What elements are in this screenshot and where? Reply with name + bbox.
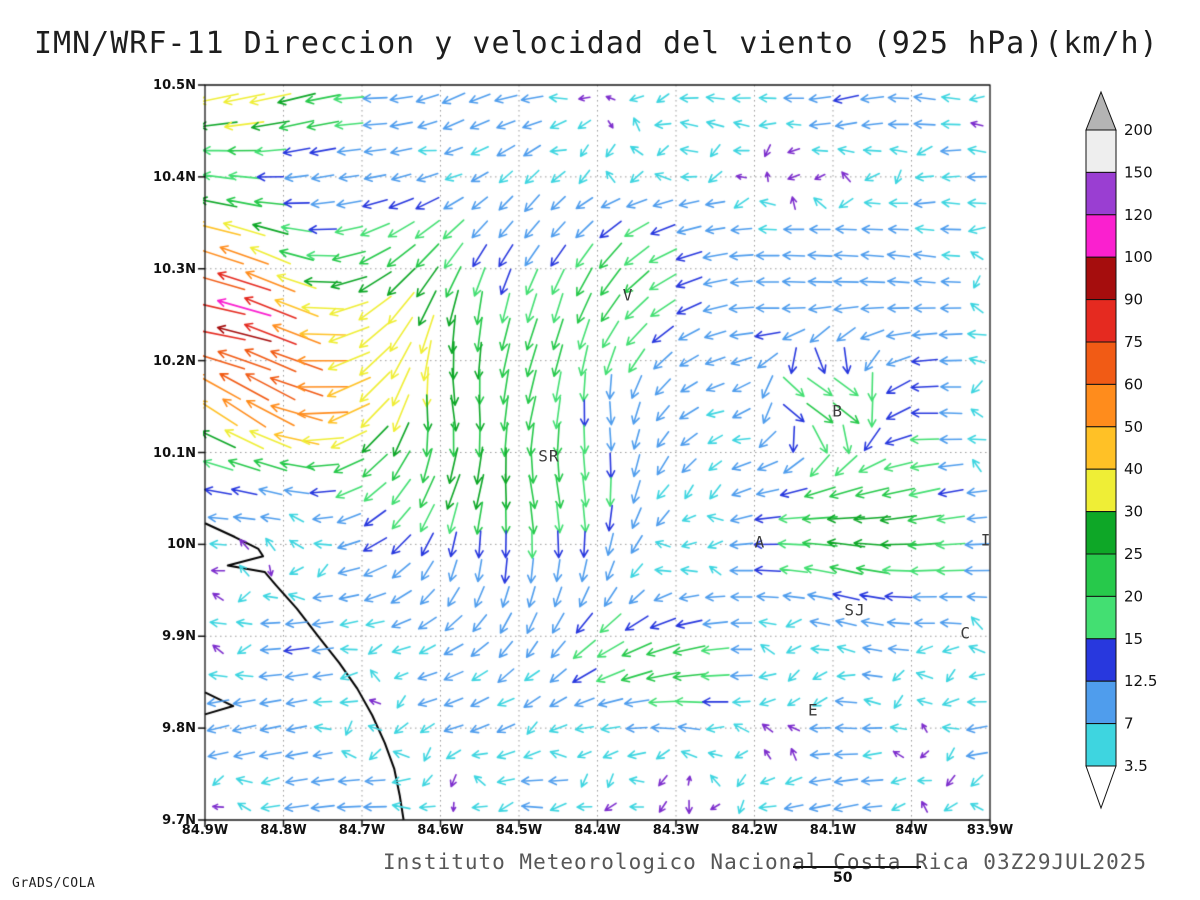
colorbar-label: 7 [1124, 715, 1134, 733]
lat-tick-label: 10.4N [153, 169, 196, 185]
colorbar-label: 30 [1124, 503, 1143, 521]
colorbar-label: 90 [1124, 291, 1143, 309]
colorbar-label: 25 [1124, 545, 1143, 563]
lat-tick-label: 9.7N [162, 813, 196, 828]
colorbar-label: 150 [1124, 163, 1153, 181]
station-label-a: A [754, 532, 766, 552]
reference-vector-line [793, 866, 921, 868]
colorbar-cap [1085, 90, 1117, 131]
colorbar-segment [1085, 383, 1117, 428]
lon-tick-label: 84.3W [652, 823, 700, 838]
station-label-b: B [832, 401, 844, 421]
chart-title: IMN/WRF-11 Direccion y velocidad del vie… [34, 26, 1159, 61]
lon-tick-label: 83.9W [966, 823, 1014, 838]
colorbar-segment [1085, 341, 1117, 385]
grads-credit: GrADS/COLA [12, 876, 96, 891]
colorbar-segment [1085, 426, 1117, 470]
station-label-i: I [980, 530, 992, 550]
colorbar-label: 15 [1124, 630, 1143, 648]
lat-tick-label: 10.3N [153, 261, 196, 277]
lat-tick-label: 10.1N [153, 445, 196, 461]
lat-tick-label: 10.2N [153, 353, 196, 369]
lon-tick-label: 84.7W [338, 823, 386, 838]
colorbar-cap [1085, 765, 1117, 810]
colorbar-segment [1085, 171, 1117, 216]
lon-tick-label: 84.6W [417, 823, 464, 838]
station-label-e: E [808, 700, 819, 720]
colorbar-segment [1085, 468, 1117, 513]
colorbar-label: 75 [1124, 333, 1143, 351]
colorbar-label: 200 [1124, 121, 1153, 139]
colorbar-segment [1085, 680, 1117, 725]
lon-tick-label: 84W [895, 823, 928, 838]
colorbar-label: 120 [1124, 206, 1153, 224]
reference-vector-label: 50 [833, 870, 853, 886]
colorbar-label: 100 [1124, 248, 1153, 266]
lat-tick-label: 10.5N [153, 78, 196, 93]
colorbar-label: 3.5 [1124, 757, 1148, 775]
lon-tick-label: 84.4W [574, 823, 621, 838]
lat-tick-label: 9.9N [162, 629, 196, 645]
colorbar-segment [1085, 129, 1117, 173]
colorbar-svg: 200 150 120 100 90 75 60 50 40 30 25 20 15 12.5 7 3.5 [1085, 90, 1157, 810]
lon-tick-label: 84.8W [260, 823, 307, 838]
lon-tick-label: 84.1W [809, 823, 857, 838]
colorbar-segment [1085, 214, 1117, 258]
lon-tick-label: 84.2W [731, 823, 778, 838]
colorbar-label: 12.5 [1124, 672, 1157, 690]
colorbar-label: 20 [1124, 587, 1143, 605]
station-label-sj: SJ [844, 600, 866, 620]
colorbar-segment [1085, 511, 1117, 555]
colorbar-segment [1085, 638, 1117, 682]
colorbar: 200 150 120 100 90 75 60 50 40 30 25 20 15 12.5 7 3.5 [1080, 85, 1195, 825]
footer-caption: Instituto Meteorologico Nacional Costa R… [383, 850, 1148, 874]
colorbar-segment [1085, 723, 1117, 767]
lon-tick-label: 84.9W [181, 823, 229, 838]
lat-tick-label: 10N [167, 537, 196, 553]
colorbar-label: 50 [1124, 418, 1143, 436]
station-label-v: V [622, 285, 634, 305]
station-label-c: C [960, 623, 971, 643]
colorbar-segment [1085, 553, 1117, 597]
colorbar-label: 40 [1124, 460, 1143, 478]
colorbar-label: 60 [1124, 375, 1143, 393]
lon-tick-label: 84.5W [495, 823, 543, 838]
colorbar-segment [1085, 299, 1117, 343]
station-label-sr: SR [538, 446, 560, 466]
colorbar-segment [1085, 595, 1117, 640]
colorbar-segment [1085, 256, 1117, 301]
lat-tick-label: 9.8N [162, 721, 196, 737]
